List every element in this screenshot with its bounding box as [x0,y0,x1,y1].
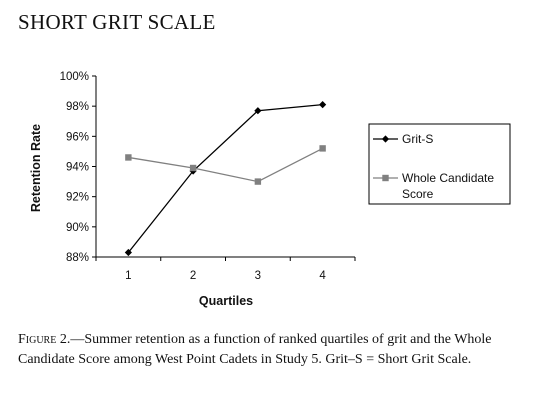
y-tick-label: 98% [66,101,89,113]
x-tick-label: 3 [255,270,261,282]
chart-axes: 88% 90% 92% 94% 96% 98% 100% 1 2 3 4 [60,71,356,282]
figure-caption: Figure 2.—Summer retention as a function… [18,330,523,370]
chart: 88% 90% 92% 94% 96% 98% 100% 1 2 3 4 Grit-S Whole C… [29,71,511,308]
x-tick-label: 4 [319,270,326,282]
series-line-grit-s [127,104,323,253]
data-point-grit-s [254,107,262,115]
y-tick-label: 94% [66,162,89,174]
legend-swatch-marker [381,135,390,143]
data-point-whole-candidate-score [319,145,326,152]
x-tick-label: 1 [125,270,131,282]
legend-label: Whole Candidate Score [402,171,494,201]
legend-label: Grit-S [402,132,433,146]
data-point-whole-candidate-score [254,178,262,185]
y-tick-label: 96% [66,131,89,143]
data-point-grit-s [124,248,132,257]
chart-series [124,101,327,257]
legend-swatch-marker [382,174,389,182]
page-heading: SHORT GRIT SCALE [18,10,216,34]
chart-legend: Grit-S Whole Candidate Score [368,123,511,205]
series-grit-s [124,101,327,257]
y-tick-label: 90% [66,222,89,234]
y-tick-label: 88% [66,252,89,264]
x-axis-title: Quartiles [199,294,253,308]
data-point-whole-candidate-score [189,164,197,172]
figure-label: Figure 2. [18,332,71,347]
legend-box [368,123,511,205]
series-whole-candidate-score [125,145,326,185]
data-point-grit-s [319,101,327,109]
series-line-whole-candidate-score [128,147,323,183]
x-tick-label: 2 [190,270,196,282]
y-tick-label: 100% [60,71,89,83]
y-tick-label: 92% [66,192,89,204]
data-point-whole-candidate-score [125,154,132,161]
caption-text: —Summer retention as a function of ranke… [18,332,492,367]
y-axis-title: Retention Rate [29,124,43,212]
